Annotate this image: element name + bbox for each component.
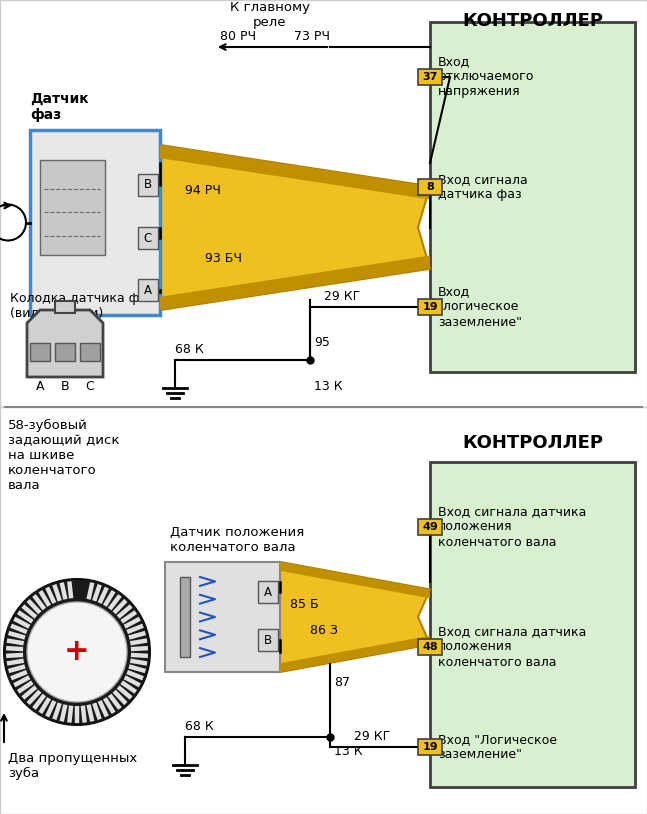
Text: Вход
отключаемого
напряжения: Вход отключаемого напряжения (438, 55, 533, 98)
Text: 29 КГ: 29 КГ (324, 290, 360, 303)
Bar (0, 407, 647, 814)
Bar (430, 462, 635, 787)
Text: Датчик
фаз: Датчик фаз (30, 92, 89, 122)
Text: 93 БЧ: 93 БЧ (205, 252, 242, 265)
Text: B: B (61, 380, 69, 393)
Text: 73 РЧ: 73 РЧ (294, 30, 330, 43)
Bar (138, 227, 158, 249)
Text: 68 К: 68 К (175, 343, 204, 356)
Bar (0, 0, 647, 407)
Text: 8: 8 (426, 182, 434, 192)
Text: 85 Б: 85 Б (290, 597, 318, 610)
Text: Вход сигнала датчика
положения
коленчатого вала: Вход сигнала датчика положения коленчато… (438, 625, 586, 668)
Bar (418, 179, 442, 195)
Bar (40, 160, 105, 255)
Bar (418, 519, 442, 535)
Bar (55, 301, 75, 313)
Text: 95: 95 (314, 335, 330, 348)
Text: 37: 37 (422, 72, 437, 82)
Bar (418, 299, 442, 315)
Bar (138, 174, 158, 196)
Text: A: A (144, 283, 152, 296)
Bar (180, 577, 190, 657)
Bar (165, 562, 280, 672)
Text: Вход "Логическое
заземление": Вход "Логическое заземление" (438, 733, 557, 761)
Bar (418, 69, 442, 85)
Polygon shape (280, 636, 430, 672)
Bar (430, 22, 635, 372)
Text: Два пропущенных
зуба: Два пропущенных зуба (8, 752, 137, 780)
Text: Вход сигнала
датчика фаз: Вход сигнала датчика фаз (438, 173, 528, 201)
Text: 13 К: 13 К (314, 380, 343, 393)
Polygon shape (280, 562, 430, 598)
Text: A: A (36, 380, 44, 393)
Text: C: C (144, 231, 152, 244)
Text: КОНТРОЛЛЕР: КОНТРОЛЛЕР (462, 434, 603, 452)
Text: Датчик положения
коленчатого вала: Датчик положения коленчатого вала (170, 526, 304, 554)
Text: Вход сигнала датчика
положения
коленчатого вала: Вход сигнала датчика положения коленчато… (438, 505, 586, 549)
Bar (30, 130, 160, 315)
Text: 68 К: 68 К (185, 720, 214, 733)
Bar (258, 581, 278, 603)
Text: Колодка датчика фаз
(вид спереди): Колодка датчика фаз (вид спереди) (10, 292, 154, 320)
Bar (418, 639, 442, 655)
Text: 48: 48 (422, 642, 438, 652)
Text: B: B (144, 178, 152, 191)
Circle shape (4, 579, 150, 725)
Text: Вход
"логическое
заземление": Вход "логическое заземление" (438, 286, 522, 329)
Text: B: B (264, 633, 272, 646)
Bar (138, 279, 158, 301)
Polygon shape (160, 256, 430, 310)
Text: 49: 49 (422, 522, 438, 532)
Bar (258, 629, 278, 651)
Text: КОНТРОЛЛЕР: КОНТРОЛЛЕР (462, 12, 603, 30)
Bar (418, 739, 442, 755)
Text: 19: 19 (422, 742, 438, 752)
Bar (55, 343, 75, 361)
Text: 87: 87 (334, 676, 350, 689)
Bar (30, 343, 50, 361)
Text: A: A (264, 585, 272, 598)
Text: 80 РЧ: 80 РЧ (220, 30, 256, 43)
Text: 19: 19 (422, 302, 438, 312)
Polygon shape (160, 145, 430, 199)
Text: 94 РЧ: 94 РЧ (185, 183, 221, 196)
Text: 13 К: 13 К (334, 745, 362, 758)
Polygon shape (160, 145, 430, 310)
Polygon shape (27, 310, 103, 377)
Text: К главному
реле: К главному реле (230, 1, 310, 29)
Text: 86 З: 86 З (310, 624, 338, 637)
Text: 58-зубовый
задающий диск
на шкиве
коленчатого
вала: 58-зубовый задающий диск на шкиве коленч… (8, 419, 120, 492)
Text: 29 КГ: 29 КГ (354, 730, 390, 743)
Circle shape (27, 602, 127, 702)
Text: C: C (85, 380, 94, 393)
Bar (80, 343, 100, 361)
Polygon shape (280, 562, 430, 672)
Text: +: + (64, 637, 90, 667)
